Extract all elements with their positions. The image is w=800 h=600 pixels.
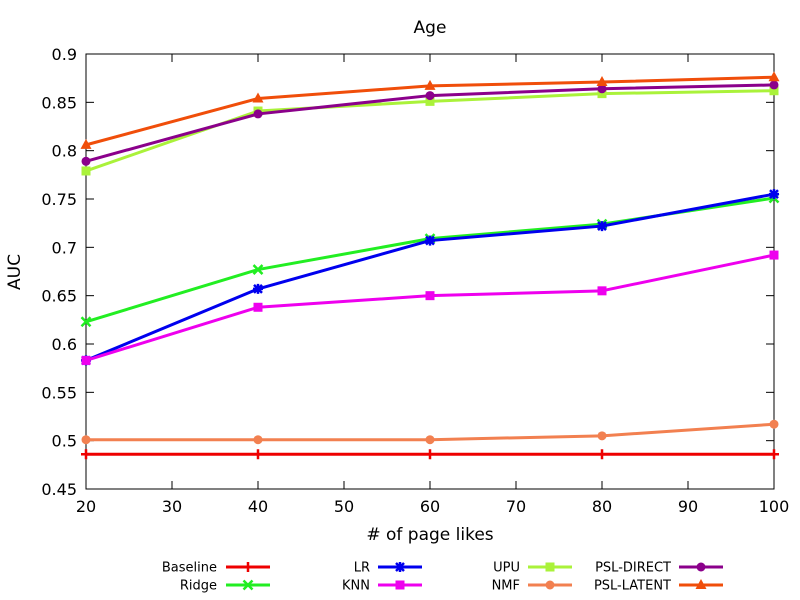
series-knn [81,250,779,365]
plot-frame [85,53,775,490]
y-tick-label: 0.45 [41,480,77,499]
legend-entry-upu: UPU [493,561,572,576]
data-point-baseline [425,449,435,460]
legend-entry-baseline: Baseline [162,561,270,576]
legend-entry-knn: KNN [342,579,422,594]
data-point-knn [769,250,779,260]
legend-swatch-marker [696,562,706,572]
data-point-psl-direct [81,156,91,166]
x-tick-label: 90 [678,497,698,516]
series-line-knn [85,253,775,362]
data-point-nmf [253,435,263,445]
data-point-psl-direct [425,91,435,101]
data-point-lr [769,189,779,200]
legend-swatch-marker [545,562,555,572]
data-point-upu [81,166,91,176]
x-tick-label: 100 [759,497,790,516]
plot-layer: 20 30 40 50 60 70 80 90 100 0.45 0.5 0.55 0.6 0.65 0.7… [41,45,789,516]
data-point-baseline [769,449,779,460]
data-point-lr [253,283,263,294]
y-axis-title: AUC [5,254,25,290]
series-psl-latent [80,71,780,149]
legend-label: PSL-DIRECT [595,561,671,576]
data-point-psl-direct [253,109,263,119]
data-point-nmf [81,435,91,445]
y-tick-label: 0.6 [52,335,77,354]
data-point-nmf [597,431,607,441]
legend-label: Ridge [180,579,217,594]
x-tick-label: 70 [506,497,526,516]
data-point-knn [597,286,607,296]
y-tick-label: 0.85 [41,93,77,112]
series-psl-direct [81,80,779,166]
data-point-knn [253,302,263,312]
data-point-lr [425,235,435,246]
data-point-psl-latent [768,71,780,82]
legend-swatch-marker [242,579,254,591]
y-tick-label: 0.8 [52,142,77,161]
x-tick-label: 80 [592,497,612,516]
legend-swatch-marker [395,580,405,590]
legend-label: NMF [492,579,520,594]
legend-label: PSL-LATENT [594,579,671,594]
y-tick-label: 0.9 [52,45,77,64]
y-tick-label: 0.75 [41,190,77,209]
legend-entry-psl-latent: PSL-LATENT [594,579,723,594]
x-axis-title: # of page likes [366,525,493,545]
data-point-nmf [425,435,435,445]
data-point-psl-latent [252,92,264,103]
y-tick-label: 0.65 [41,287,77,306]
x-tick-label: 30 [162,497,182,516]
data-point-upu [597,89,607,99]
y-tick-label: 0.7 [52,238,77,257]
y-tick-label: 0.5 [52,432,77,451]
series-line-ridge [85,196,775,324]
legend-swatch-marker [695,579,707,589]
data-point-psl-latent [80,138,92,149]
legend-label: KNN [342,579,370,594]
legend-label: Baseline [162,561,217,576]
series-nmf [81,419,779,445]
legend-swatch-marker [243,562,253,572]
data-point-lr [597,221,607,232]
data-point-baseline [253,449,263,460]
x-tick-label: 50 [334,497,354,516]
data-point-psl-direct [597,84,607,94]
legend-entry-nmf: NMF [492,579,572,594]
y-tick-label: 0.55 [41,383,77,402]
data-point-baseline [597,449,607,460]
data-point-ridge [252,264,264,275]
data-point-psl-latent [424,79,436,90]
data-point-ridge [80,316,92,328]
legend-entry-psl-direct: PSL-DIRECT [595,561,723,576]
data-point-psl-direct [769,80,779,90]
legend-label: UPU [493,561,520,576]
data-point-knn [425,291,435,301]
x-tick-label: 40 [248,497,268,516]
data-point-knn [81,355,91,365]
legend-swatch-marker [545,580,555,590]
chart-title: Age [414,18,447,38]
series-baseline [81,449,779,460]
legend: Baseline Ridge LR KNN UPU NMF PSL-DIRECT PSL-LA… [162,561,723,594]
x-tick-label: 60 [420,497,440,516]
legend-label: LR [354,561,370,576]
legend-entry-lr: LR [354,561,422,576]
data-point-upu [769,86,779,96]
legend-entry-ridge: Ridge [180,579,270,594]
data-point-nmf [769,419,779,429]
data-point-psl-latent [596,76,608,87]
data-point-upu [425,96,435,106]
data-point-baseline [81,449,91,460]
legend-swatch-marker [395,562,405,572]
x-tick-label: 20 [76,497,96,516]
